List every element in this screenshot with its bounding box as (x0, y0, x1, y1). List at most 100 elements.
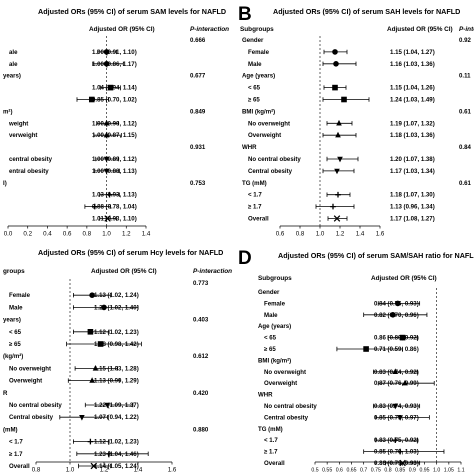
p-interaction-value: 0.61 (459, 108, 471, 115)
or-ci-text: 1.00 (0.90, 1.12) (92, 120, 137, 127)
subgroup-label: TG (mM) (258, 426, 283, 433)
or-ci-text: 1.15 (1.04, 1.27) (390, 49, 435, 56)
or-point (88, 96, 95, 103)
or-ci-text: 0.83 (0.75, 0.92) (374, 437, 419, 444)
or-point (337, 156, 343, 163)
or-ci-text: 1.01 (0.93, 1.10) (92, 216, 137, 223)
x-tick-label: 0.6 (63, 231, 72, 238)
row-label: central obesity (9, 156, 53, 163)
x-tick-label: 0.65 (346, 468, 356, 474)
x-tick-label: 0.8 (83, 231, 92, 238)
or-ci-text: 1.00 (0.91, 1.10) (92, 49, 137, 56)
or-point (335, 131, 341, 138)
row-label: No overweight (264, 369, 306, 376)
or-ci-text: 1.00 (0.86, 1.17) (92, 61, 137, 68)
or-column-header: Adjusted OR (95% CI) (89, 26, 155, 33)
or-ci-text: 1.13 (0.99, 1.29) (94, 378, 139, 385)
row-label: Central obesity (248, 168, 293, 175)
or-ci-text: 0.71 (0.59, 0.86) (374, 346, 419, 353)
or-ci-text: 1.00 (0.88, 1.13) (92, 168, 137, 175)
or-ci-text: 1.18 (0.98, 1.42) (94, 341, 139, 348)
x-tick-label: 0.4 (43, 231, 52, 238)
or-point (79, 415, 85, 421)
row-label: entral obesity (9, 168, 49, 175)
or-ci-text: 1.20 (1.02, 1.40) (94, 304, 139, 311)
row-label: weight (8, 120, 28, 127)
or-point (334, 168, 340, 175)
p-interaction-value: 0.753 (190, 180, 206, 187)
panel-letter: B (238, 4, 252, 25)
row-label: < 1.7 (9, 439, 23, 446)
or-point (104, 215, 111, 222)
or-point (399, 459, 406, 467)
forest-panel-4: D Adjusted ORs (95% CI) of serum SAM/SAH … (238, 248, 474, 474)
x-tick-label: 0.85 (395, 468, 405, 474)
or-point (333, 215, 341, 222)
or-point (103, 119, 110, 126)
row-label: No overweight (248, 120, 290, 127)
row-label: Male (9, 304, 23, 311)
row-label: Overweight (248, 132, 281, 139)
x-tick-label: 1.2 (122, 231, 131, 238)
or-point (363, 346, 369, 352)
p-interaction-value: 0.61 (459, 180, 471, 187)
or-ci-text: 1.20 (1.07, 1.38) (390, 156, 435, 163)
row-label: Male (248, 61, 262, 68)
or-column-header: Adjusted OR (95% CI) (371, 275, 437, 282)
or-ci-text: 1.19 (1.07, 1.32) (390, 120, 435, 127)
subgroup-label: years) (3, 73, 21, 80)
row-label: No central obesity (264, 403, 317, 410)
x-tick-label: 0.8 (32, 467, 41, 474)
subgroup-label: Gender (258, 289, 280, 296)
row-label: ≥ 65 (9, 341, 21, 348)
p-interaction-header: P-interaction (190, 26, 229, 33)
or-point (341, 96, 347, 103)
or-column-header: Adjusted OR (95% CI) (91, 268, 157, 275)
or-ci-text: 1.00 (0.87, 1.15) (92, 132, 137, 139)
or-point (90, 462, 98, 470)
or-column-header: Adjusted OR (95% CI) (387, 26, 453, 33)
x-tick-label: 1.4 (356, 231, 365, 238)
or-point (399, 334, 406, 341)
row-label: Overweight (9, 378, 42, 385)
row-label: ale (9, 49, 18, 56)
or-ci-text: 1.24 (1.03, 1.49) (390, 97, 435, 104)
or-ci-text: 0.87 (0.76, 0.99) (374, 380, 419, 387)
or-ci-text: 0.85 (0.70, 1.03) (374, 449, 419, 456)
p-interaction-value: 0.931 (190, 144, 206, 151)
subgroup-label: I) (3, 180, 7, 187)
subgroups-header: Subgroups (258, 275, 292, 282)
or-ci-text: 0.83 (0.74, 0.93) (374, 403, 419, 410)
row-label: Overall (248, 216, 269, 223)
row-label: No overweight (9, 365, 51, 372)
subgroup-label: Age (years) (242, 73, 275, 80)
subgroups-header: groups (3, 268, 25, 275)
or-ci-text: 0.85 (0.75, 0.97) (374, 414, 419, 421)
p-interaction-value: 0.11 (459, 73, 471, 80)
or-point (332, 84, 338, 91)
x-tick-label: 0.8 (296, 231, 305, 238)
or-point (397, 448, 403, 455)
or-point (87, 329, 94, 335)
x-tick-label: 0.6 (276, 231, 285, 238)
or-point (107, 84, 114, 91)
x-tick-label: 1.05 (444, 468, 454, 474)
or-point (392, 368, 399, 374)
x-tick-label: 1.2 (336, 231, 345, 238)
or-ci-text: 0.83 (0.74, 0.92) (374, 369, 419, 376)
forest-panel-2: B Adjusted ORs (95% CI) of serum SAH leve… (238, 4, 474, 238)
or-ci-text: 0.84 (0.76, 0.93) (374, 300, 419, 307)
x-tick-label: 1.0 (433, 468, 440, 474)
p-interaction-value: 0.403 (193, 317, 209, 324)
x-tick-label: 1.0 (66, 467, 75, 474)
x-tick-label: 0.2 (23, 231, 32, 238)
or-ci-text: 1.13 (1.02, 1.24) (94, 292, 139, 299)
or-point (397, 415, 403, 421)
or-ci-text: 1.07 (0.94, 1.22) (94, 414, 139, 421)
or-ci-text: 1.13 (0.96, 1.34) (390, 204, 435, 211)
or-point (103, 131, 110, 138)
x-tick-label: 0.8 (384, 468, 391, 474)
or-point (390, 312, 396, 318)
x-tick-label: 1.1 (457, 468, 464, 474)
or-point (103, 61, 110, 67)
